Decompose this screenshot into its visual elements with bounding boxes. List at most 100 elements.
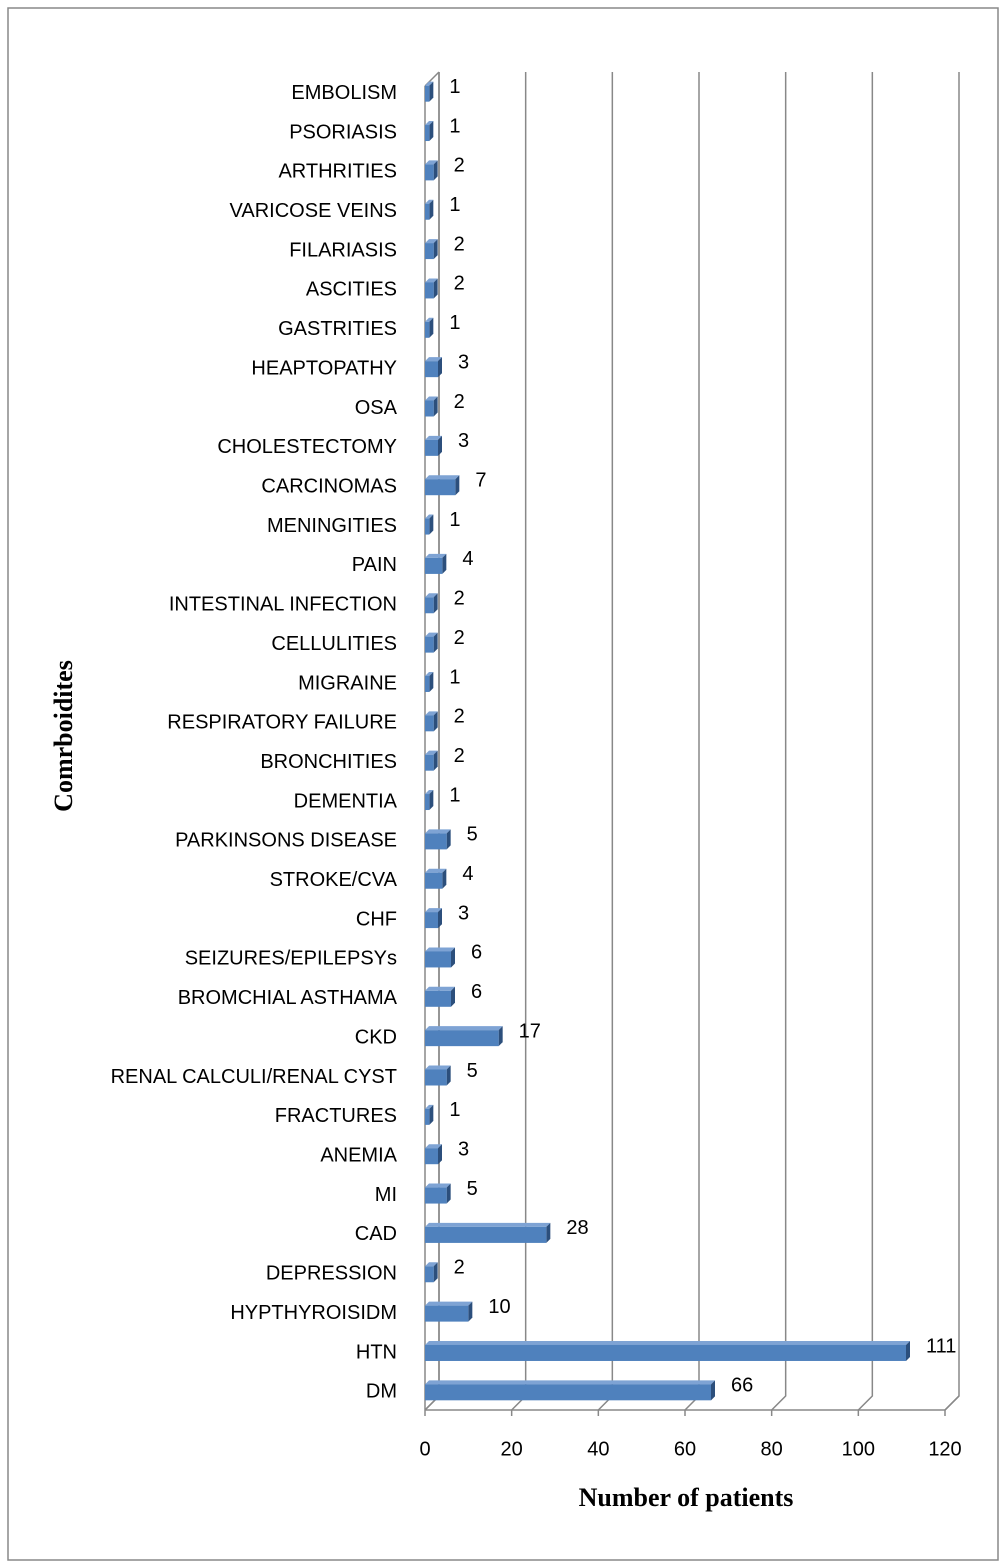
bar-face — [455, 475, 460, 496]
bar-face — [425, 1183, 451, 1188]
bar-face — [498, 1026, 503, 1047]
frame — [7, 7, 999, 1561]
data-label: 2 — [454, 273, 465, 295]
grid-line — [771, 72, 787, 1411]
y-tick-label: OSA — [355, 397, 398, 419]
bar-face — [425, 1384, 711, 1401]
bar-face — [425, 1104, 434, 1109]
y-tick-label: PSORIASIS — [289, 121, 397, 143]
bar-face — [711, 1380, 715, 1401]
bar-face — [442, 553, 447, 574]
bar-face — [425, 1305, 469, 1322]
data-label: 1 — [449, 312, 460, 334]
bar-face — [425, 715, 434, 732]
x-tick-label: 0 — [419, 1438, 430, 1460]
x-tick-label: 120 — [928, 1438, 961, 1460]
grid-line — [684, 72, 700, 1411]
y-tick-label: BROMCHIAL ASTHAMA — [178, 987, 398, 1009]
y-tick-label: CHF — [356, 908, 397, 930]
data-label: 3 — [458, 351, 469, 373]
bar-face — [425, 85, 430, 102]
bar-face — [425, 514, 434, 519]
bar-face — [425, 160, 438, 165]
data-label: 6 — [471, 981, 482, 1003]
y-tick-label: MI — [375, 1184, 397, 1206]
bar-face — [438, 1144, 442, 1165]
bar-face — [425, 361, 438, 378]
bar — [425, 1262, 438, 1283]
y-tick-label: CAD — [355, 1223, 397, 1245]
bar — [425, 514, 434, 535]
bar-face — [425, 1380, 715, 1385]
bar-face — [425, 475, 460, 480]
bar — [425, 986, 455, 1007]
y-tick-label: CKD — [355, 1026, 397, 1048]
data-label: 2 — [454, 745, 465, 767]
bar — [425, 908, 442, 929]
bar — [425, 711, 438, 732]
bar-face — [425, 990, 451, 1007]
data-label: 2 — [454, 706, 465, 728]
data-label: 2 — [454, 1257, 465, 1279]
y-tick-label: INTESTINAL INFECTION — [169, 594, 397, 616]
bar-face — [425, 317, 434, 322]
bar — [425, 160, 438, 181]
y-tick-label: BRONCHITIES — [260, 751, 397, 773]
data-label: 28 — [566, 1217, 588, 1239]
data-label: 2 — [454, 627, 465, 649]
grid-line — [944, 72, 960, 1411]
bar-face — [425, 400, 434, 417]
bar-face — [425, 868, 447, 873]
bar-face — [425, 243, 434, 260]
bar-face — [433, 1262, 438, 1283]
bar-face — [425, 435, 442, 440]
bar-face — [429, 790, 434, 811]
bar — [425, 278, 438, 299]
bar-face — [425, 282, 434, 299]
grid-line — [857, 72, 874, 1411]
bar — [425, 1026, 503, 1047]
bar — [425, 435, 442, 456]
back-wall-edge — [424, 72, 440, 1411]
y-tick-label: RESPIRATORY FAILURE — [167, 712, 397, 734]
bar-face — [429, 121, 434, 142]
bar-face — [425, 1340, 910, 1345]
y-tick-label: SEIZURES/EPILEPSYs — [185, 948, 397, 970]
bar-face — [425, 1026, 503, 1031]
bar-face — [446, 1065, 451, 1086]
bar — [425, 1065, 451, 1086]
bar-face — [468, 1301, 473, 1322]
bar-face — [425, 278, 438, 283]
bar — [425, 868, 447, 889]
bar-face — [425, 518, 430, 535]
bar — [425, 199, 434, 220]
bar-face — [425, 750, 438, 755]
bar-face — [442, 868, 447, 889]
bar-face — [425, 81, 434, 86]
bar — [425, 1183, 451, 1204]
bar — [425, 790, 434, 811]
bar-face — [429, 317, 434, 338]
bar-face — [433, 396, 438, 417]
bar — [425, 829, 451, 850]
bar — [425, 396, 438, 417]
bar-face — [451, 986, 455, 1007]
bar — [425, 475, 460, 496]
bar-face — [425, 1266, 434, 1283]
bar-face — [425, 829, 451, 834]
grid-line — [597, 72, 614, 1411]
data-label: 5 — [467, 1178, 478, 1200]
bar-face — [438, 357, 442, 378]
bar-face — [425, 593, 438, 598]
bar-face — [425, 1148, 438, 1165]
bar-face — [433, 593, 438, 614]
y-tick-label: EMBOLISM — [291, 82, 397, 104]
bar-face — [425, 1030, 499, 1047]
bar-face — [425, 951, 451, 968]
y-tick-label: DEPRESSION — [266, 1263, 397, 1285]
y-tick-label: RENAL CALCULI/RENAL CYST — [111, 1066, 397, 1088]
x-tick-label: 20 — [501, 1438, 523, 1460]
bar-face — [425, 754, 434, 771]
y-tick-label: HEAPTOPATHY — [251, 357, 397, 379]
bar — [425, 671, 434, 692]
